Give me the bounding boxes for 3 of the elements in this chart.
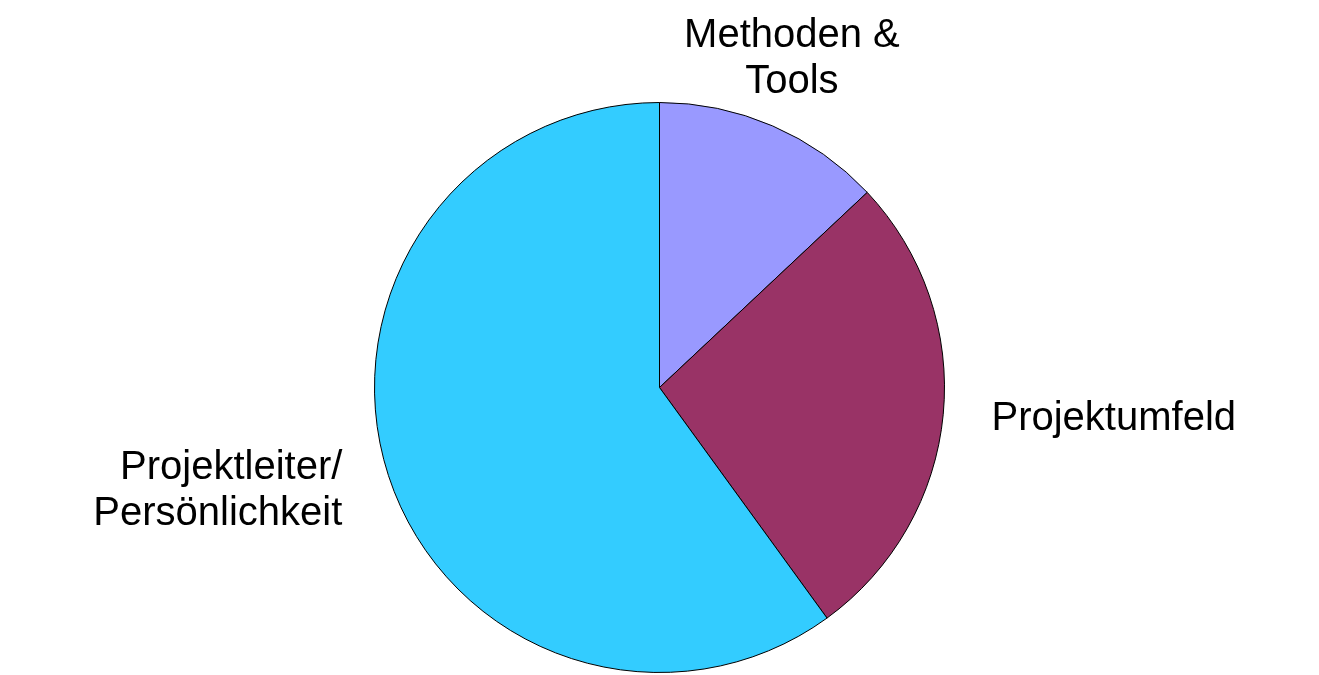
slice-label: Projektumfeld <box>991 393 1237 438</box>
slice-label: Projektleiter/ Persönlichkeit <box>93 442 344 533</box>
slice-label: Methoden & Tools <box>684 10 901 101</box>
